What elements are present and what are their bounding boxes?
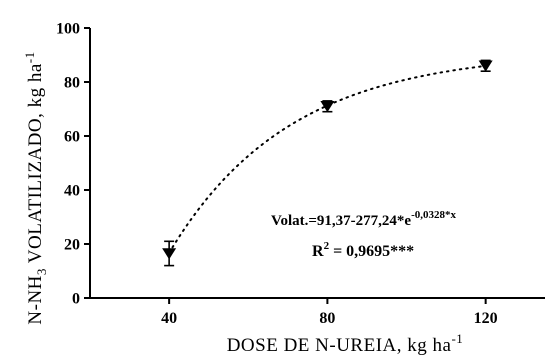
y-tick-label: 0 — [72, 291, 80, 308]
equation-exponent: -0,0328*x — [411, 209, 456, 221]
data-point-marker — [320, 101, 335, 113]
x-axis-title-main: DOSE DE N-UREIA, kg ha — [227, 335, 452, 356]
y-tick-label: 80 — [64, 75, 80, 92]
y-tick-label: 60 — [64, 129, 80, 146]
x-axis-title-superscript: -1 — [451, 331, 463, 346]
equation-main: Volat.=91,37-277,24*e — [271, 213, 411, 229]
y-axis-title-subscript: 3 — [34, 268, 49, 275]
x-axis-title: DOSE DE N-UREIA, kg ha-1 — [227, 331, 464, 356]
data-point-marker — [162, 248, 177, 260]
x-tick-label: 40 — [161, 310, 177, 327]
y-axis-title-rest: VOLATILIZADO, kg ha — [25, 63, 46, 268]
axes: 0 20 40 60 80 100 40 80 120 — [56, 21, 545, 327]
y-tick-label: 100 — [56, 21, 80, 38]
r-squared-annotation: R2 = 0,9695*** — [312, 240, 414, 260]
data-points — [162, 59, 493, 267]
r-squared-value: = 0,9695*** — [329, 243, 414, 260]
r-squared-label: R — [312, 243, 324, 260]
data-point-marker — [478, 60, 493, 72]
equation-annotation: Volat.=91,37-277,24*e-0,0328*x — [271, 209, 456, 229]
y-axis-title-superscript: -1 — [22, 51, 37, 63]
y-axis-title-main: N-NH — [25, 275, 46, 325]
y-axis-title: N-NH3 VOLATILIZADO, kg ha-1 — [22, 51, 49, 324]
x-tick-label: 80 — [319, 310, 335, 327]
x-tick-label: 120 — [474, 310, 498, 327]
r-squared-superscript: 2 — [324, 240, 330, 252]
y-tick-label: 20 — [64, 237, 80, 254]
y-tick-label: 40 — [64, 183, 80, 200]
